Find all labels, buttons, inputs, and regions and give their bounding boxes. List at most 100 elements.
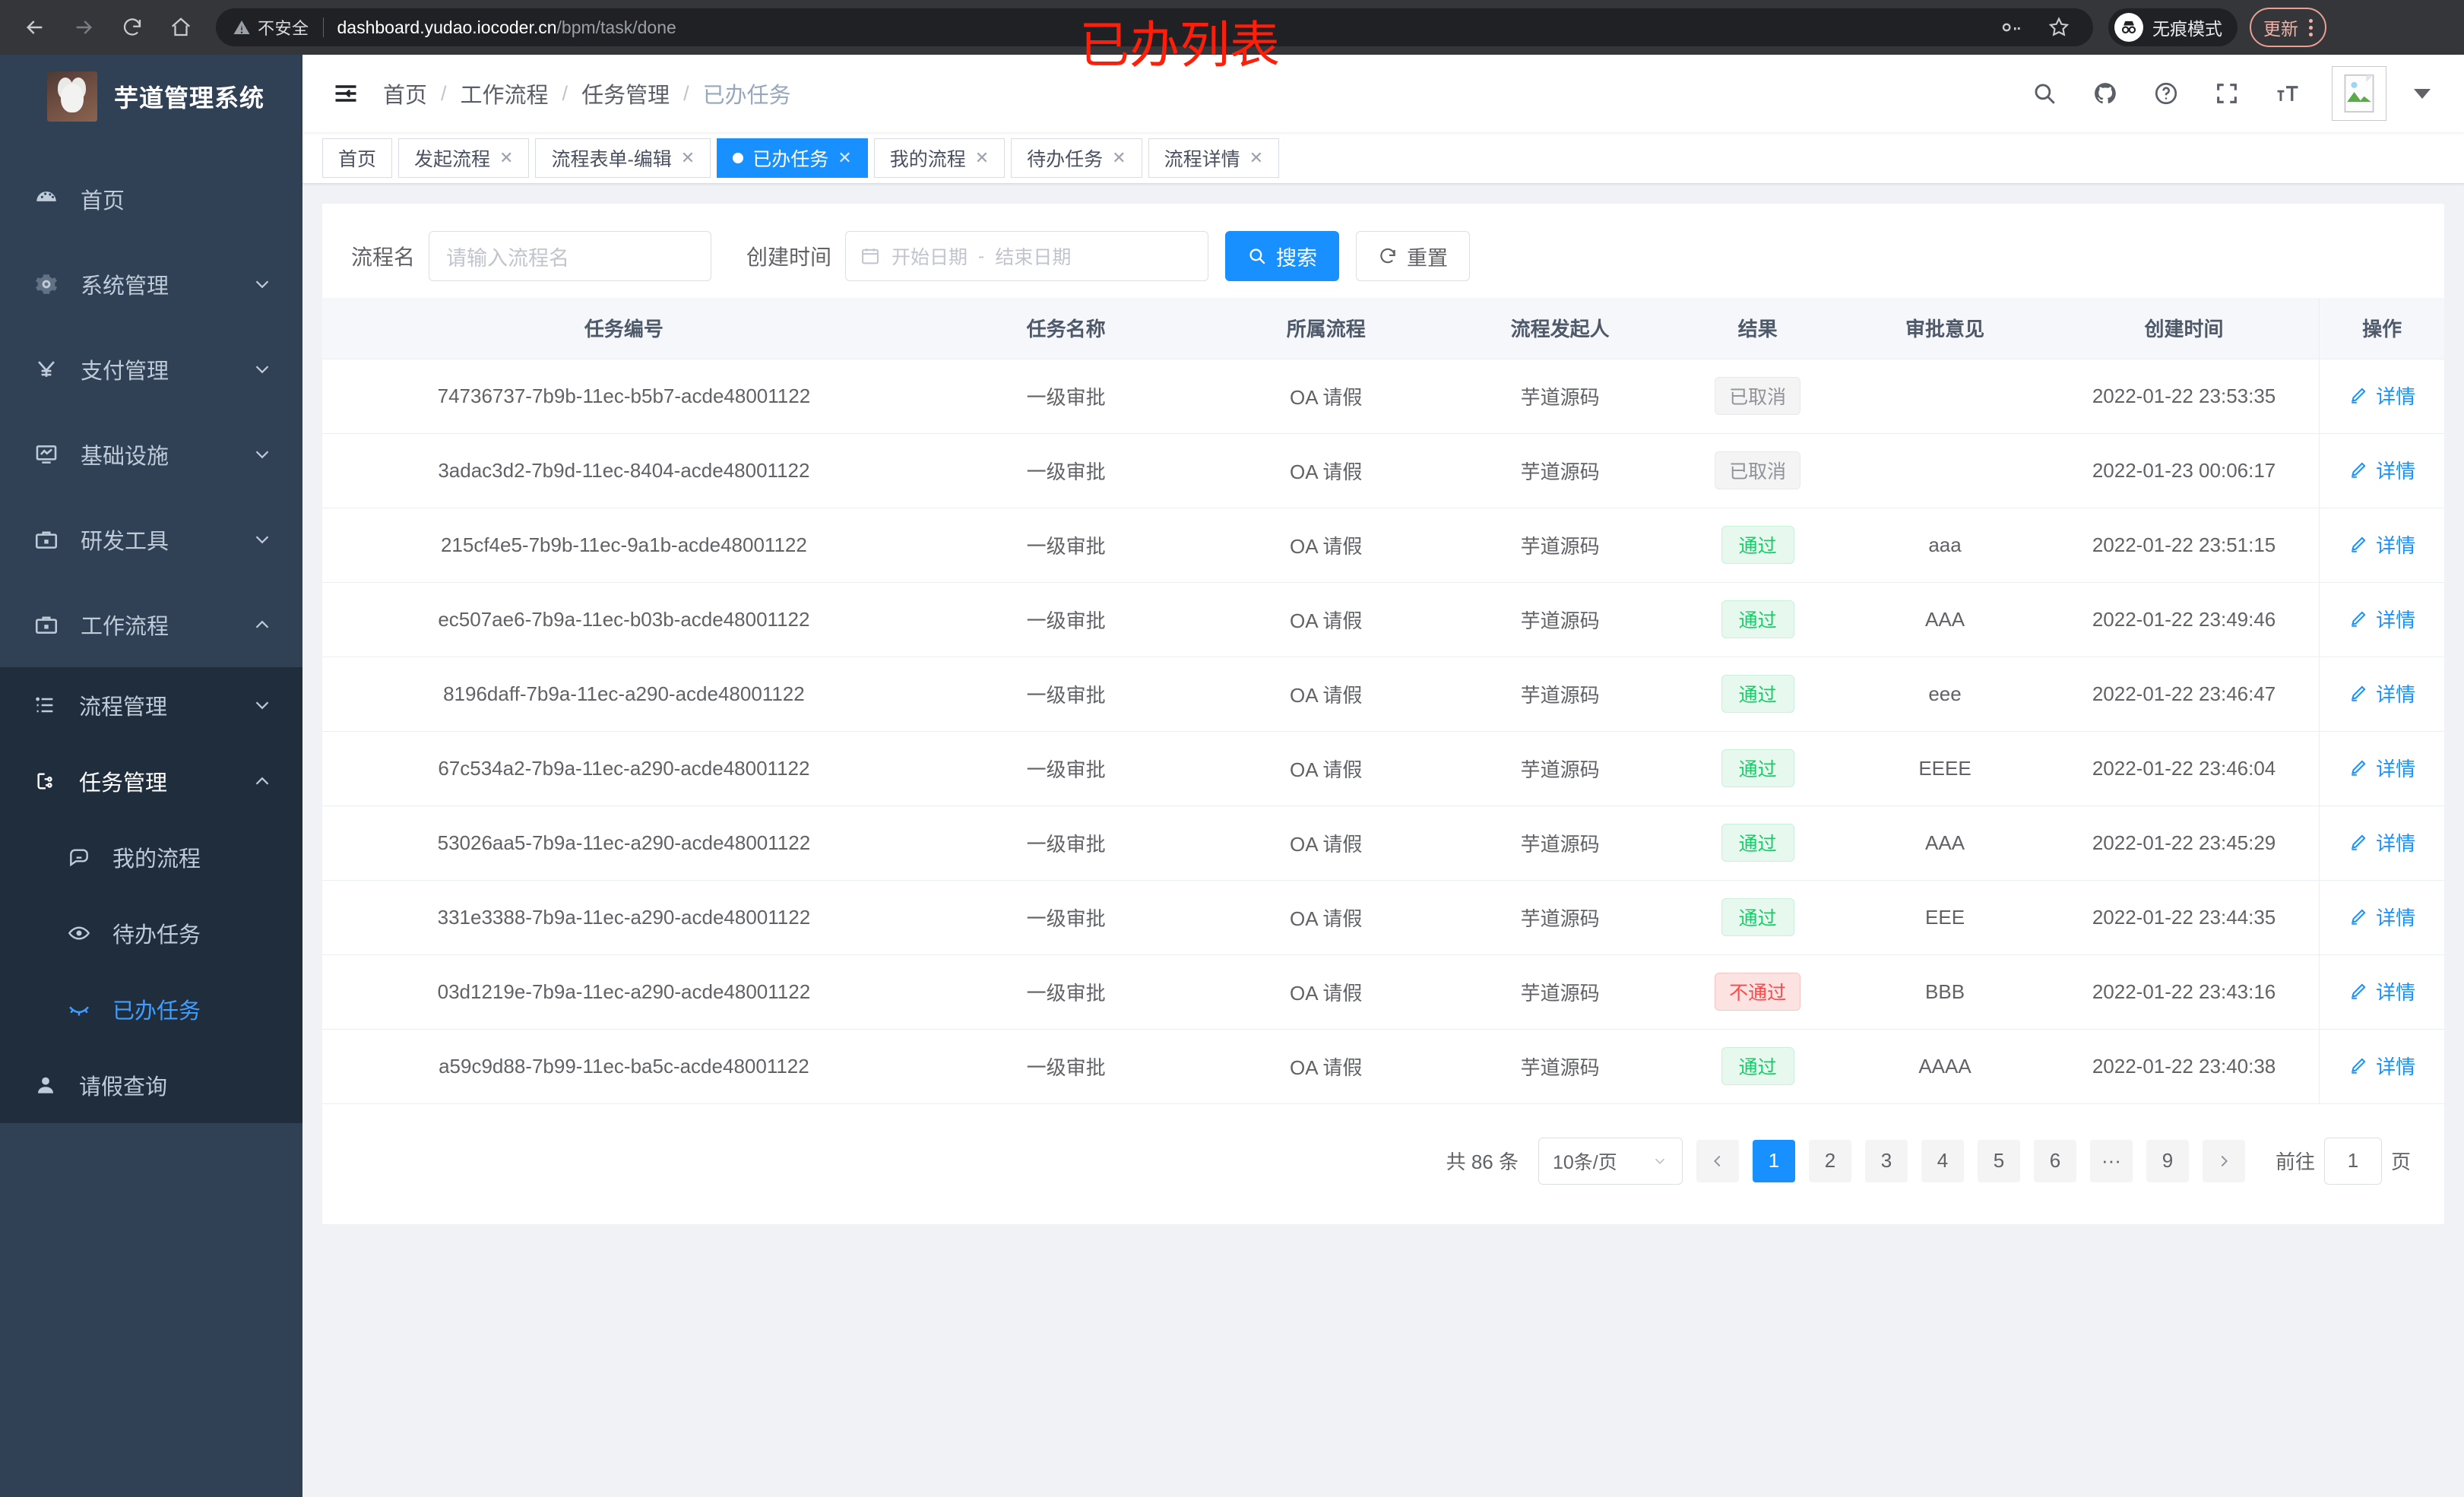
font-size-icon[interactable] — [2271, 77, 2304, 110]
jump-input[interactable]: 1 — [2323, 1137, 2382, 1185]
kebab-menu-icon[interactable] — [2309, 18, 2313, 36]
cell-task-name: 一级审批 — [925, 805, 1207, 881]
detail-button[interactable]: 详情 — [2348, 1052, 2415, 1080]
close-icon[interactable]: ✕ — [974, 147, 990, 167]
tab-process-form-edit[interactable]: 流程表单-编辑 ✕ — [535, 138, 711, 178]
breadcrumb-item[interactable]: 工作流程 — [460, 84, 549, 108]
pencil-icon — [2348, 1055, 2368, 1075]
process-name-input[interactable]: 请输入流程名 — [429, 231, 712, 281]
page-ellipsis[interactable]: ··· — [2089, 1139, 2133, 1182]
tab-start-process[interactable]: 发起流程 ✕ — [398, 138, 530, 178]
table-row: 3adac3d2-7b9d-11ec-8404-acde48001122 一级审批… — [322, 433, 2444, 508]
tab-my-process[interactable]: 我的流程 ✕ — [873, 138, 1006, 178]
detail-button[interactable]: 详情 — [2348, 456, 2415, 484]
close-icon[interactable]: ✕ — [680, 147, 695, 167]
cell-opinion: EEEE — [1841, 731, 2049, 806]
page-button-4[interactable]: 4 — [1921, 1139, 1964, 1182]
close-icon[interactable]: ✕ — [499, 147, 514, 167]
tab-process-detail[interactable]: 流程详情 ✕ — [1148, 138, 1280, 178]
page-button-2[interactable]: 2 — [1808, 1139, 1851, 1182]
sidebar-item-infrastructure[interactable]: 基础设施 — [0, 412, 302, 497]
close-icon[interactable]: ✕ — [1249, 147, 1264, 167]
forward-arrow-icon[interactable] — [62, 6, 105, 49]
avatar[interactable] — [2332, 66, 2386, 121]
page-button-3[interactable]: 3 — [1864, 1139, 1908, 1182]
help-circle-icon[interactable] — [2149, 77, 2183, 110]
detail-button[interactable]: 详情 — [2348, 903, 2415, 931]
detail-button[interactable]: 详情 — [2348, 828, 2415, 856]
cell-created: 2022-01-22 23:49:46 — [2048, 582, 2320, 657]
github-icon[interactable] — [2089, 77, 2122, 110]
detail-button[interactable]: 详情 — [2348, 977, 2415, 1005]
breadcrumb-item[interactable]: 首页 — [383, 84, 428, 108]
sidebar-item-leave-query[interactable]: 请假查询 — [0, 1047, 302, 1123]
sidebar-item-workflow[interactable]: 工作流程 — [0, 582, 302, 667]
breadcrumb-item[interactable]: 任务管理 — [581, 84, 670, 108]
cell-operation: 详情 — [2319, 359, 2444, 434]
jump-suffix: 页 — [2390, 1150, 2411, 1173]
search-button[interactable]: 搜索 — [1225, 231, 1340, 281]
detail-button[interactable]: 详情 — [2348, 754, 2415, 782]
refresh-icon — [1378, 246, 1398, 266]
reset-button[interactable]: 重置 — [1356, 231, 1471, 281]
tab-label: 流程详情 — [1164, 148, 1240, 170]
list-icon — [32, 692, 59, 719]
home-icon[interactable] — [160, 6, 202, 49]
sidebar-item-devtools[interactable]: 研发工具 — [0, 497, 302, 582]
page-button-6[interactable]: 6 — [2033, 1139, 2076, 1182]
status-badge: 已取消 — [1715, 451, 1801, 489]
detail-button[interactable]: 详情 — [2348, 679, 2415, 707]
page-size-select[interactable]: 10条/页 — [1538, 1137, 1683, 1185]
star-icon[interactable] — [2048, 16, 2070, 39]
detail-label: 详情 — [2376, 831, 2416, 855]
cell-task-name: 一级审批 — [925, 657, 1207, 732]
sidebar-item-task-management[interactable]: 任务管理 — [0, 743, 302, 819]
page-button-9[interactable]: 9 — [2146, 1139, 2189, 1182]
sidebar-item-done-tasks[interactable]: 已办任务 — [0, 971, 302, 1047]
detail-button[interactable]: 详情 — [2348, 530, 2415, 559]
sidebar-item-todo-tasks[interactable]: 待办任务 — [0, 895, 302, 971]
hamburger-icon[interactable] — [328, 76, 363, 111]
sidebar-item-my-process[interactable]: 我的流程 — [0, 819, 302, 895]
address-bar[interactable]: 不安全 dashboard.yudao.iocoder.cn/bpm/task/… — [216, 8, 2093, 46]
sidebar-item-system[interactable]: 系统管理 — [0, 242, 302, 327]
cell-process: OA 请假 — [1206, 359, 1446, 434]
search-icon — [1247, 246, 1267, 266]
update-button[interactable]: 更新 — [2250, 8, 2326, 47]
next-page-button[interactable] — [2202, 1139, 2245, 1182]
prev-page-button[interactable] — [1696, 1139, 1739, 1182]
sidebar-item-payment[interactable]: 支付管理 — [0, 327, 302, 412]
eye-icon — [65, 919, 93, 947]
chevron-down-icon[interactable] — [2414, 88, 2431, 99]
detail-label: 详情 — [2376, 906, 2416, 929]
fullscreen-icon[interactable] — [2210, 77, 2244, 110]
brand-header[interactable]: 芋道管理系统 — [0, 55, 302, 138]
back-arrow-icon[interactable] — [14, 6, 56, 49]
reload-icon[interactable] — [111, 6, 154, 49]
sidebar-item-home[interactable]: 首页 — [0, 157, 302, 242]
col-opinion: 审批意见 — [1841, 298, 2049, 359]
create-time-range-picker[interactable]: 开始日期 - 结束日期 — [845, 231, 1209, 281]
incognito-indicator[interactable]: 无痕模式 — [2108, 8, 2238, 46]
close-icon[interactable]: ✕ — [838, 147, 852, 167]
key-icon[interactable] — [2000, 17, 2022, 38]
tab-home[interactable]: 首页 — [322, 138, 393, 178]
table-row: 74736737-7b9b-11ec-b5b7-acde48001122 一级审批… — [322, 359, 2444, 434]
detail-button[interactable]: 详情 — [2348, 605, 2415, 633]
detail-label: 详情 — [2376, 980, 2416, 1004]
search-icon[interactable] — [2028, 77, 2061, 110]
sidebar-item-label: 已办任务 — [112, 999, 201, 1024]
detail-button[interactable]: 详情 — [2348, 381, 2415, 410]
cell-opinion — [1841, 433, 2049, 508]
pencil-icon — [2348, 460, 2368, 479]
sidebar-item-process-management[interactable]: 流程管理 — [0, 667, 302, 743]
page-button-5[interactable]: 5 — [1977, 1139, 2020, 1182]
page-button-1[interactable]: 1 — [1752, 1139, 1795, 1182]
browser-profile-area: 无痕模式 更新 — [2108, 8, 2326, 47]
cell-result: 通过 — [1674, 805, 1842, 881]
cell-created: 2022-01-22 23:51:15 — [2048, 508, 2320, 583]
close-icon[interactable]: ✕ — [1112, 147, 1126, 167]
tab-done-tasks[interactable]: 已办任务 ✕ — [717, 138, 868, 178]
pencil-icon — [2348, 907, 2368, 926]
tab-todo-tasks[interactable]: 待办任务 ✕ — [1011, 138, 1142, 178]
